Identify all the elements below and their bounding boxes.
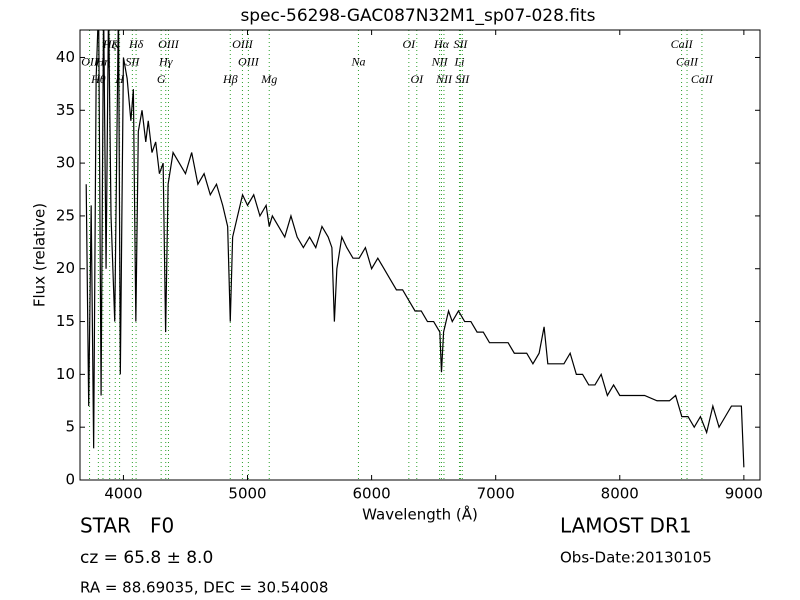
line-label: Hθ <box>90 72 106 86</box>
cz-label: cz = 65.8 ± 8.0 <box>80 548 213 568</box>
line-label: OI <box>410 72 424 86</box>
y-tick-label: 35 <box>56 101 75 119</box>
line-label: H <box>114 72 125 86</box>
x-tick-label: 8000 <box>601 485 639 503</box>
line-label: CaII <box>691 72 714 86</box>
y-axis-label: Flux (relative) <box>31 203 49 307</box>
plot-frame <box>79 29 761 481</box>
chart-title: spec-56298-GAC087N32M1_sp07-028.fits <box>240 6 595 26</box>
y-tick-label: 0 <box>65 471 75 489</box>
line-label: Li <box>453 54 464 68</box>
line-label: SII <box>455 72 470 86</box>
spectrum-line <box>85 30 745 468</box>
line-label: Hδ <box>128 37 144 51</box>
x-tick-label: 5000 <box>228 485 266 503</box>
line-label: Na <box>350 54 365 68</box>
line-label: NII <box>431 54 449 68</box>
line-label: Mg <box>260 72 277 86</box>
x-tick-label: 6000 <box>353 485 391 503</box>
survey-label: LAMOST DR1 <box>560 514 692 538</box>
line-label: Hη <box>95 54 111 68</box>
line-label: Hγ <box>158 54 173 68</box>
x-tick-label: 9000 <box>725 485 763 503</box>
y-tick-label: 15 <box>56 312 75 330</box>
plot-area <box>85 30 745 480</box>
line-label: G <box>157 72 166 86</box>
line-label: NII <box>435 72 453 86</box>
x-tick-label: 7000 <box>477 485 515 503</box>
line-label: K <box>110 37 120 51</box>
line-label: OI <box>402 37 416 51</box>
x-tick-label: 4000 <box>104 485 142 503</box>
line-label: OIII <box>158 37 180 51</box>
line-label: CaII <box>676 54 699 68</box>
class-label: STAR F0 <box>80 514 174 538</box>
y-tick-label: 30 <box>56 154 75 172</box>
y-tick-label: 10 <box>56 365 75 383</box>
y-tick-label: 25 <box>56 206 75 224</box>
line-label: SII <box>125 54 140 68</box>
line-label: OIII <box>232 37 254 51</box>
y-tick-label: 20 <box>56 259 75 277</box>
y-tick-label: 5 <box>65 418 75 436</box>
line-label: SII <box>453 37 468 51</box>
x-axis-label: Wavelength (Å) <box>362 505 478 524</box>
line-label: OII <box>81 54 99 68</box>
line-label: Hζ <box>102 37 118 51</box>
line-label: Hβ <box>222 72 238 86</box>
line-label: OIII <box>238 54 260 68</box>
obs-date-label: Obs-Date:20130105 <box>560 549 712 567</box>
y-tick-label: 40 <box>56 48 75 66</box>
coords-label: RA = 88.69035, DEC = 30.54008 <box>80 579 328 597</box>
line-label: Hα <box>433 37 450 51</box>
line-label: CaII <box>671 37 694 51</box>
